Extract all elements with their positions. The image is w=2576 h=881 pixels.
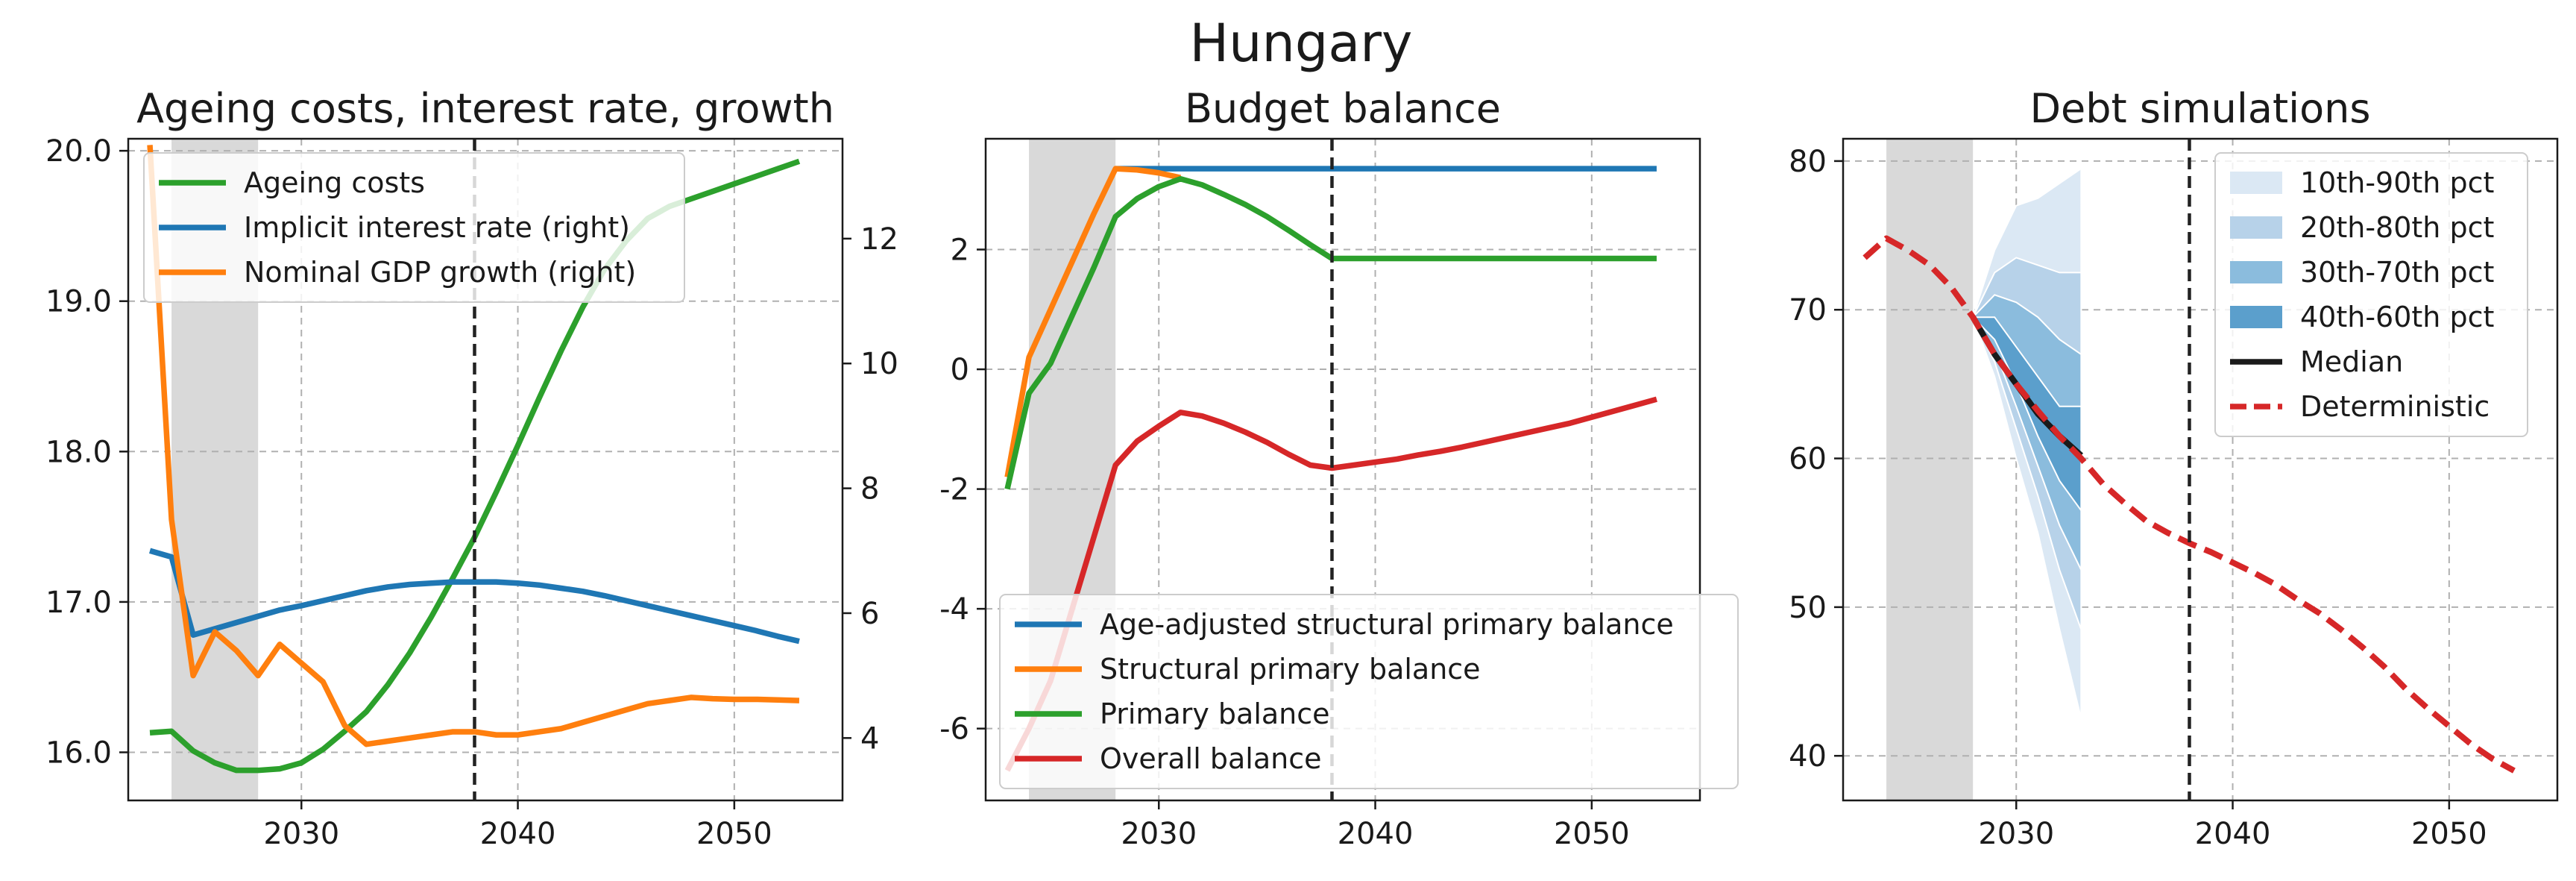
y-tick-label: 17.0 xyxy=(45,586,112,620)
y-tick-label: 20.0 xyxy=(45,134,112,169)
panel-3: 2030 2040 2050 40 50 60 70 80 Debt simulations 10… xyxy=(1789,85,2559,851)
x-tick-label: 2040 xyxy=(1338,817,1414,851)
x-tick-label: 2030 xyxy=(263,817,339,851)
legend-label: Primary balance xyxy=(1100,697,1330,730)
legend-label: Ageing costs xyxy=(244,166,425,199)
y-tick-label: -2 xyxy=(939,473,969,507)
y-tick-label: 0 xyxy=(951,353,969,387)
legend: 10th-90th pct 20th-80th pct 30th-70th pct 4… xyxy=(2214,152,2528,437)
panel-title: Debt simulations xyxy=(2029,85,2370,132)
legend-box xyxy=(999,594,1739,789)
y2-tick-label: 12 xyxy=(860,222,898,257)
legend-box xyxy=(143,152,685,303)
y-tick-label: 19.0 xyxy=(45,285,112,319)
y2-tick-label: 8 xyxy=(860,472,879,507)
legend: Ageing costs Implicit interest rate (righ… xyxy=(143,152,685,303)
legend-label: Structural primary balance xyxy=(1100,653,1481,686)
legend-label: Nominal GDP growth (right) xyxy=(244,256,636,289)
x-tick-label: 2040 xyxy=(2195,817,2271,851)
y2-tick-label: 10 xyxy=(860,347,898,381)
y-tick-label: -6 xyxy=(939,712,969,747)
axes-frame xyxy=(984,137,1701,802)
y-tick-label: 16.0 xyxy=(45,736,112,770)
panel-title: Ageing costs, interest rate, growth xyxy=(136,85,834,132)
series-line-implicit-interest-rate-right- xyxy=(148,548,800,645)
panel-2: 2030 2040 2050 -6 -4 -2 0 2 Budget balance Age-ad… xyxy=(939,85,1739,851)
x-tick-label: 2030 xyxy=(1121,817,1197,851)
legend-swatch xyxy=(2230,261,2282,283)
legend-label: Median xyxy=(2300,345,2403,378)
x-tick-label: 2030 xyxy=(1978,817,2054,851)
series-line-nominal-gdp-growth-right- xyxy=(147,145,800,747)
y2-tick-label: 4 xyxy=(860,721,879,756)
x-tick-label: 2050 xyxy=(1554,817,1630,851)
legend-label: 40th-60th pct xyxy=(2300,301,2494,333)
series-line-overall-balance xyxy=(1004,396,1657,772)
legend-swatch xyxy=(2230,306,2282,328)
panel-title: Budget balance xyxy=(1185,85,1501,132)
y-tick-label: 40 xyxy=(1789,739,1827,774)
legend-label: Overall balance xyxy=(1100,742,1322,775)
legend-label: Implicit interest rate (right) xyxy=(244,211,630,244)
legend-label: 10th-90th pct xyxy=(2300,166,2494,199)
legend-swatch xyxy=(2230,216,2282,239)
legend-label: 30th-70th pct xyxy=(2300,256,2494,289)
legend-box xyxy=(2214,152,2528,437)
legend-swatch xyxy=(2230,172,2282,194)
y-tick-label: 2 xyxy=(951,233,969,268)
series-line-structural-primary-balance xyxy=(1004,166,1182,478)
y-tick-label: 80 xyxy=(1789,145,1827,179)
shaded-period xyxy=(1886,139,1974,800)
x-tick-label: 2050 xyxy=(696,817,772,851)
legend-label: 20th-80th pct xyxy=(2300,211,2494,244)
legend-label: Deterministic xyxy=(2300,390,2490,423)
axes-frame xyxy=(1842,137,2559,802)
x-tick-label: 2050 xyxy=(2411,817,2487,851)
plot-area xyxy=(1862,166,2516,774)
legend: Age-adjusted structural primary balance S… xyxy=(999,594,1739,789)
y-tick-label: 70 xyxy=(1789,293,1827,327)
axes-frame xyxy=(127,137,844,802)
panels: 2030 2040 205016.017.018.019.020.04681012A… xyxy=(45,85,2559,851)
y2-tick-label: 6 xyxy=(860,597,879,631)
panel-1: 2030 2040 2050 16.0 17.0 18.0 19.0 20.0 4 6 8 10 12 A… xyxy=(45,85,898,851)
y-tick-label: 18.0 xyxy=(45,435,112,469)
y-tick-label: 50 xyxy=(1789,591,1827,625)
y-tick-label: -4 xyxy=(939,592,969,627)
legend-label: Age-adjusted structural primary balance xyxy=(1100,608,1674,641)
figure-title: Hungary xyxy=(1190,13,1413,74)
y-tick-label: 60 xyxy=(1789,442,1827,477)
x-tick-label: 2040 xyxy=(480,817,556,851)
series-line-deterministic xyxy=(1862,235,2516,774)
